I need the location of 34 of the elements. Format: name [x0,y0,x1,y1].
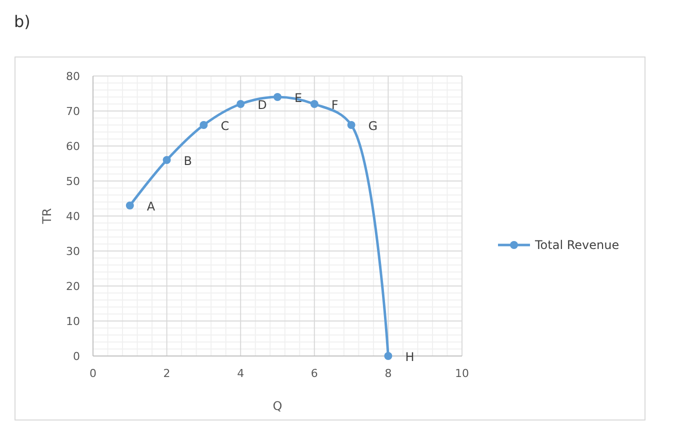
y-tick-label: 50 [66,175,80,188]
annotation: A [146,200,156,214]
x-tick-label: 2 [163,367,170,380]
point [200,121,208,129]
x-tick-label: 6 [310,367,318,380]
y-tick-label: 60 [66,140,80,153]
y-axis-title: TR [40,208,54,225]
annotation: C [220,119,230,133]
x-tick-label: 10 [455,367,469,380]
annotation: H [405,350,414,364]
point [236,100,245,108]
x-tick-label: 4 [237,367,244,380]
y-tick-label: 0 [73,350,80,363]
y-tick-label: 70 [66,105,80,118]
x-axis-title: Q [272,399,282,413]
x-tick-label: 0 [90,367,96,380]
y-tick-label: 40 [66,210,80,223]
legend-label: Total Revenue [534,238,620,252]
text: b) [14,12,30,31]
y-tick-label: 30 [66,245,80,258]
point [274,93,282,101]
x-tick-label: 8 [384,367,392,380]
y-tick-label: 20 [66,280,80,293]
point [162,156,171,164]
annotation: F [331,98,338,112]
annotation: B [184,154,192,168]
annotation: D [258,98,267,112]
point [310,100,318,108]
y-tick-label: 80 [66,70,80,83]
point [384,352,392,360]
y-tick-label: 10 [66,315,80,328]
point [126,202,134,210]
point [347,121,356,129]
annotation: G [368,119,378,133]
